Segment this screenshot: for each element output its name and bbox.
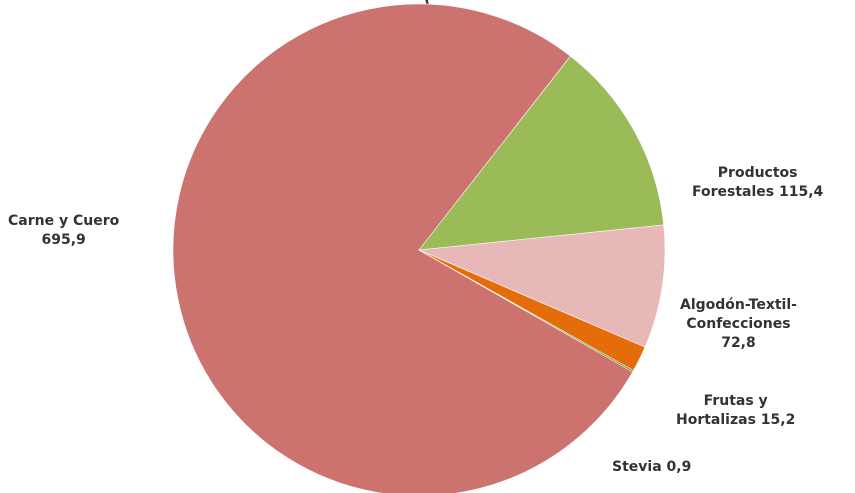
label-frutas-y-hortalizas: Frutas y Hortalizas 15,2	[676, 393, 796, 428]
label-algodon-textil-confecciones: Algodón-Textil- Confecciones 72,8	[680, 297, 797, 351]
label-carne-y-cuero: Carne y Cuero 695,9	[8, 213, 120, 248]
label-stevia: Stevia 0,9	[612, 459, 692, 475]
pie-slice-productos-forestales	[418, 55, 665, 251]
pie-slice-algodón-textil-confecciones	[417, 224, 666, 348]
label-productos-forestales: Productos Forestales 115,4	[692, 165, 824, 200]
pie-slice-carne-y-cuero	[172, 3, 634, 493]
pie-slice-stevia	[418, 249, 634, 373]
